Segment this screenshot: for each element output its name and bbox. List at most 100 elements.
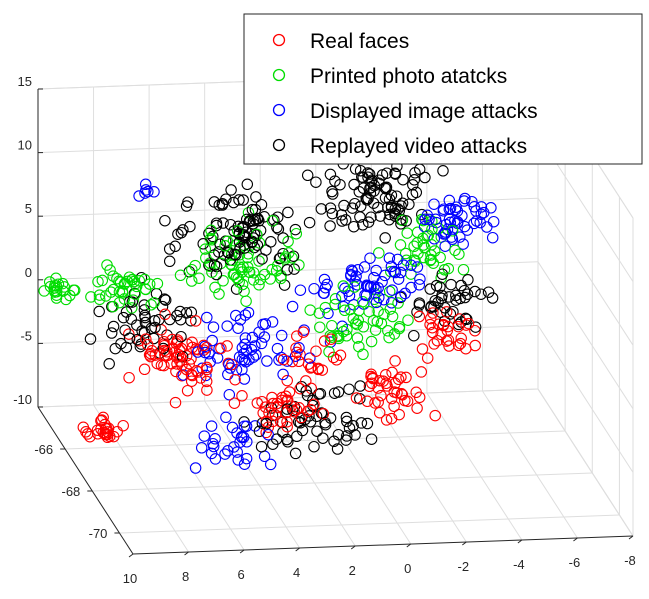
data-point <box>281 416 293 428</box>
data-point <box>201 384 213 396</box>
legend-marker <box>272 33 286 47</box>
data-point <box>244 215 256 228</box>
data-point <box>475 208 488 221</box>
data-point <box>315 203 328 215</box>
data-point <box>238 458 251 470</box>
data-point <box>267 438 279 450</box>
y-tick-label: -66 <box>34 442 53 457</box>
data-point <box>275 270 287 282</box>
data-point <box>257 407 269 419</box>
data-point <box>133 274 146 287</box>
data-point <box>317 408 330 420</box>
legend-marker <box>272 103 286 117</box>
data-point <box>337 325 350 338</box>
z-tick-label: -5 <box>20 328 32 343</box>
data-point <box>227 234 240 247</box>
data-point <box>466 195 478 208</box>
legend-label: Displayed image attacks <box>310 100 538 123</box>
data-point <box>329 293 342 305</box>
data-point <box>429 409 441 422</box>
grid-line <box>204 400 301 549</box>
box-edge <box>37 388 539 408</box>
data-point <box>348 178 360 191</box>
data-point <box>186 336 198 349</box>
data-point <box>323 346 335 358</box>
data-point <box>286 300 299 313</box>
data-point <box>277 353 290 366</box>
data-point <box>246 331 259 344</box>
data-point <box>81 428 94 440</box>
grid-line <box>370 394 467 543</box>
data-point <box>389 266 402 279</box>
data-point <box>282 247 295 259</box>
data-point <box>277 232 289 244</box>
data-point <box>413 391 426 404</box>
data-point <box>214 238 226 250</box>
data-point <box>407 179 419 191</box>
data-point <box>384 303 397 315</box>
data-point <box>230 271 243 284</box>
data-point <box>372 282 384 294</box>
data-point <box>205 224 217 237</box>
data-point <box>139 316 152 329</box>
data-point <box>361 417 374 430</box>
grid-line <box>537 325 634 473</box>
data-point <box>117 311 130 324</box>
data-point <box>411 402 423 414</box>
data-point <box>207 440 220 453</box>
data-point <box>123 328 135 340</box>
data-point <box>282 206 294 219</box>
data-point <box>43 276 56 288</box>
data-point <box>170 365 182 378</box>
data-point <box>303 216 316 229</box>
data-point <box>392 373 405 386</box>
data-point <box>308 440 320 453</box>
data-point <box>453 313 466 325</box>
data-point <box>171 358 183 370</box>
data-point <box>222 445 234 457</box>
data-point <box>383 331 395 344</box>
data-point <box>197 238 209 250</box>
data-point <box>56 277 69 290</box>
data-point <box>405 281 417 294</box>
data-point <box>199 243 212 255</box>
data-point <box>247 266 260 279</box>
data-point <box>414 273 426 285</box>
data-point <box>145 322 158 335</box>
data-point <box>149 349 162 361</box>
data-point <box>297 326 310 338</box>
data-point <box>343 289 356 302</box>
data-point <box>123 371 135 384</box>
data-point <box>191 346 204 358</box>
data-point <box>311 425 323 437</box>
grid-line <box>92 472 593 492</box>
x-tick-label: -6 <box>569 555 581 570</box>
data-point <box>139 187 151 199</box>
axes: 10 8 6 4 2 0 -2 -4 -6 -8 -66 -68 -70 15 10 5 0 -5 -10 <box>13 74 636 586</box>
data-point <box>364 252 376 264</box>
data-point <box>107 430 120 443</box>
data-point <box>375 389 387 402</box>
data-point <box>105 286 117 298</box>
data-point <box>213 199 226 211</box>
data-point <box>400 215 412 227</box>
data-point <box>422 229 435 241</box>
data-point <box>256 253 268 265</box>
data-point <box>428 233 441 245</box>
data-point <box>373 291 385 304</box>
data-point <box>189 315 202 327</box>
data-point <box>275 351 288 364</box>
data-point <box>305 382 318 395</box>
data-point <box>260 417 273 430</box>
data-point <box>277 368 289 381</box>
data-point <box>255 198 268 211</box>
data-point <box>386 310 399 323</box>
data-point <box>281 420 293 433</box>
data-point <box>326 319 338 332</box>
data-point <box>316 364 329 376</box>
data-point <box>352 314 365 327</box>
data-point <box>458 195 470 207</box>
data-point <box>232 454 244 466</box>
data-point <box>447 305 459 318</box>
data-point <box>486 292 499 304</box>
